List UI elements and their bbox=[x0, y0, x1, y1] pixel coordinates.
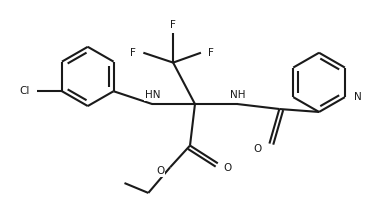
Text: F: F bbox=[170, 20, 176, 30]
Text: O: O bbox=[223, 163, 232, 173]
Text: NH: NH bbox=[230, 90, 245, 100]
Text: F: F bbox=[208, 48, 214, 58]
Text: N: N bbox=[354, 92, 361, 102]
Text: F: F bbox=[131, 48, 136, 58]
Text: HN: HN bbox=[145, 90, 160, 100]
Text: O: O bbox=[253, 145, 262, 154]
Text: Cl: Cl bbox=[20, 86, 30, 96]
Text: O: O bbox=[156, 166, 164, 176]
